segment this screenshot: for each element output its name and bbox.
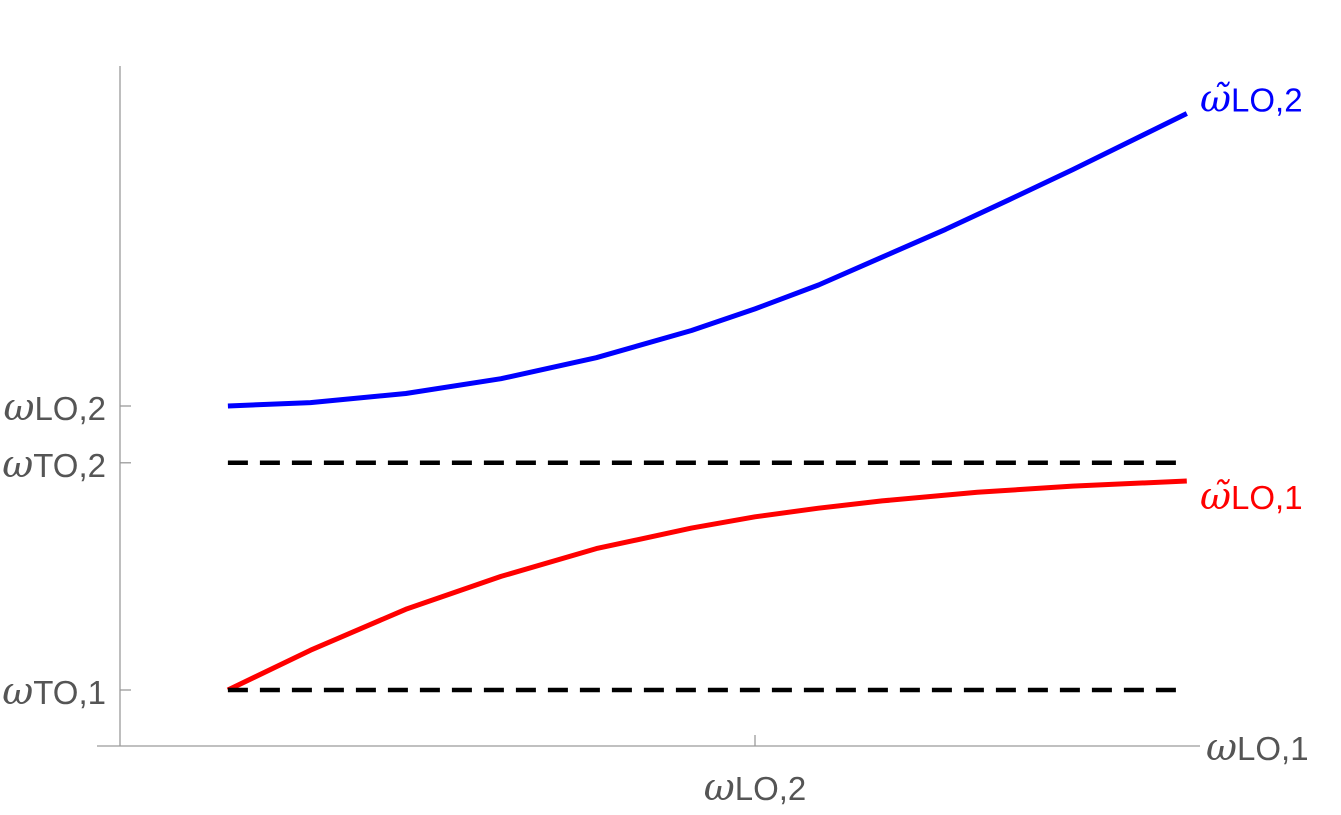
y-tick-label-subscript: LO,2 [34,390,106,427]
series-layer [226,111,1188,693]
y-tick-label-subscript: TO,2 [33,447,106,484]
series-label-subscript: LO,2 [1231,81,1303,118]
series-line--lo-1 [226,478,1187,693]
y-tick-label-symbol: ω [2,442,33,486]
series-label-symbol: ω̃ [1200,474,1231,518]
y-tick-label-subscript: TO,1 [33,674,106,711]
x-tick-label-subscript: LO,2 [735,770,807,807]
y-tick-label: ωTO,1 [2,669,106,713]
series-label-subscript: LO,1 [1231,479,1303,516]
series-label: ω̃LO,1 [1200,474,1303,518]
x-axis-label: ωLO,1 [1206,725,1309,769]
y-tick-label: ωTO,2 [2,442,106,486]
x-axis-label-symbol: ω [1206,725,1237,769]
y-tick-label-symbol: ω [2,669,33,713]
x-tick-label-symbol: ω [704,765,735,809]
series-line--lo-2 [227,111,1188,409]
y-tick-label: ωLO,2 [3,385,106,429]
x-axis-label-subscript: LO,1 [1237,730,1309,767]
label-layer: ωLO,1ω̃LO,2ω̃LO,1 [1200,76,1309,769]
y-tick-label-symbol: ω [3,385,34,429]
x-tick-label: ωLO,2 [704,765,807,809]
series-label-symbol: ω̃ [1200,76,1231,120]
series-label: ω̃LO,2 [1200,76,1303,120]
